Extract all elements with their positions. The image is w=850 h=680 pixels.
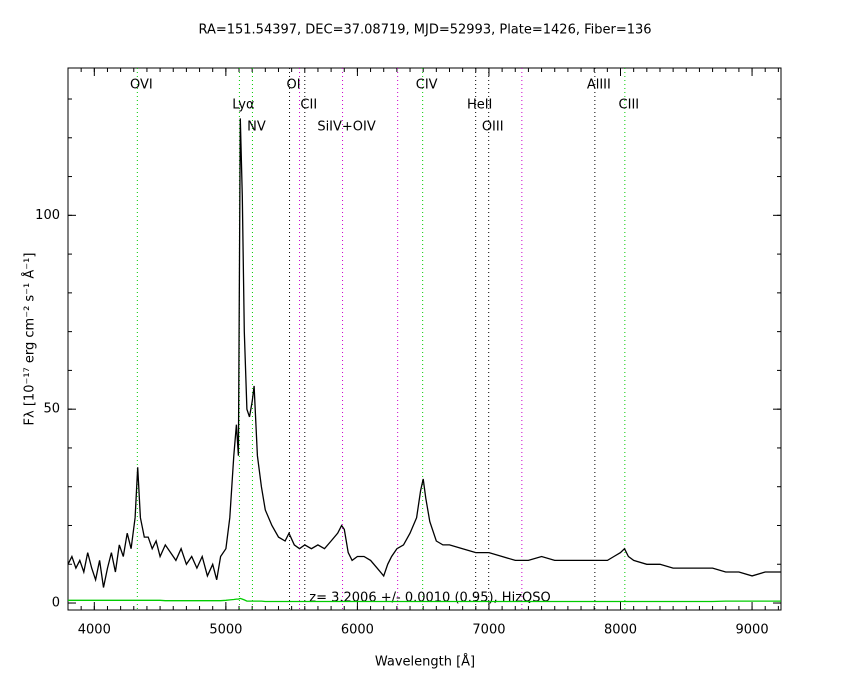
emission-line-label: CIII: [619, 98, 640, 113]
x-tick-label: 4000: [78, 623, 111, 638]
x-tick-label: 7000: [472, 623, 505, 638]
y-axis-label: Fλ [10⁻¹⁷ erg cm⁻² s⁻¹ Å⁻¹]: [22, 253, 38, 426]
emission-line-label: AlIII: [587, 78, 611, 93]
plot-frame: [67, 67, 782, 611]
y-tick-label: 50: [43, 402, 60, 417]
emission-line-label: OI: [286, 78, 300, 93]
emission-line-label: CIV: [416, 78, 438, 93]
emission-line-label: HeII: [467, 98, 492, 113]
emission-line-label: NV: [247, 120, 266, 135]
y-tick-label: 0: [52, 596, 60, 611]
emission-line-label: OIII: [482, 120, 504, 135]
emission-line-label: OVI: [130, 78, 153, 93]
x-tick-label: 9000: [736, 623, 769, 638]
annotation: z= 3.2006 +/- 0.0010 (0.95), HizQSO: [309, 591, 550, 606]
emission-line-label: Lyα: [232, 98, 254, 113]
spectrum-line: [67, 118, 781, 588]
x-tick-label: 8000: [604, 623, 637, 638]
chart-title: RA=151.54397, DEC=37.08719, MJD=52993, P…: [198, 23, 651, 38]
spectrum-line: [68, 597, 781, 603]
y-tick-label: 100: [35, 208, 60, 223]
x-tick-label: 5000: [209, 623, 242, 638]
emission-line-label: CII: [300, 98, 317, 113]
x-tick-label: 6000: [341, 623, 374, 638]
x-axis-label: Wavelength [Å]: [375, 654, 475, 670]
emission-line-label: SiIV+OIV: [317, 120, 376, 135]
